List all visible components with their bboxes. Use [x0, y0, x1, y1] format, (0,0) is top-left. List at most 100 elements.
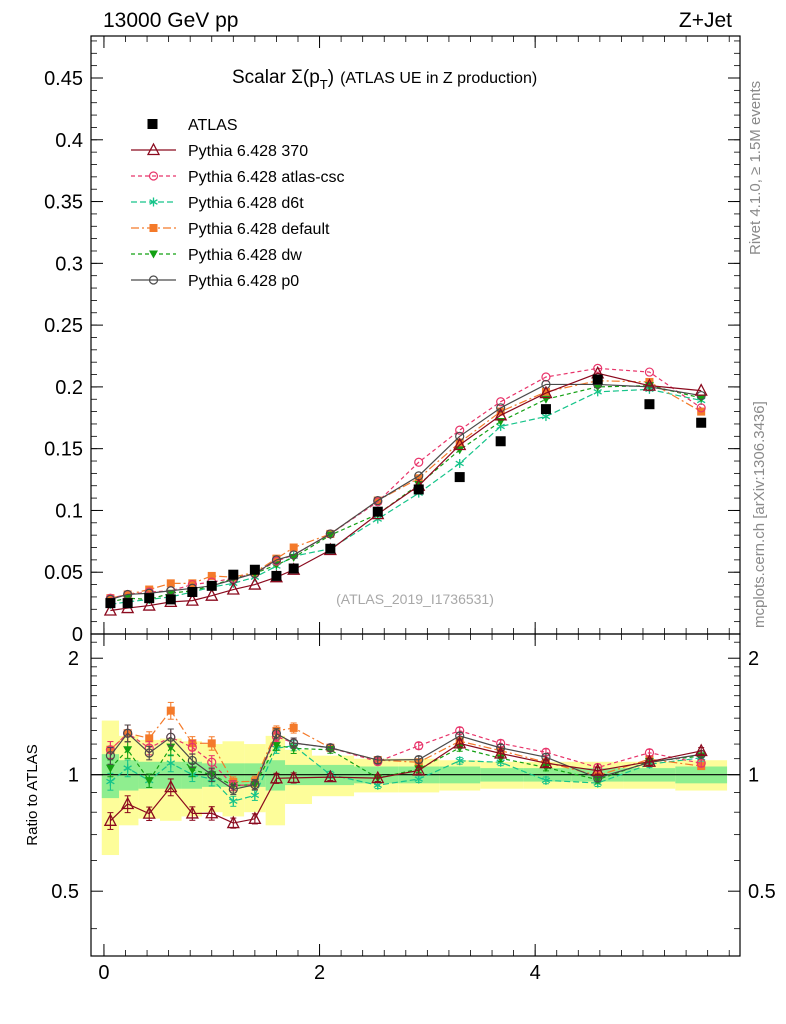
atlas-point-18 [696, 417, 707, 428]
series-1-point-12 [414, 457, 424, 467]
series-1 [105, 363, 706, 792]
series-2-ratio-point-7-stroke [250, 792, 260, 799]
series-5-ratio-point-4 [187, 755, 197, 766]
series-2-ratio-point-6-stroke [229, 798, 238, 805]
series-3-main-line [110, 380, 702, 599]
legend-label-atlas: ATLAS [188, 117, 238, 134]
series-3-ratio-point-2 [145, 734, 154, 743]
ratio-ytick-label-right-2: 2 [748, 648, 759, 670]
series-3-point-3 [166, 579, 175, 588]
legend-marker-atlas [147, 119, 158, 129]
series-1-point-13 [455, 425, 465, 435]
series-2-point-13 [455, 458, 464, 468]
header-left: 13000 GeV pp [103, 9, 238, 32]
series-2-ratio-point-11-stroke [373, 782, 383, 789]
series-2-ratio-point-6 [229, 796, 238, 806]
series-1-ratio-point-4 [187, 742, 197, 752]
series-2-ratio-point-15 [541, 775, 551, 785]
series-0-ratio-point-17 [642, 754, 657, 767]
series-0-ratio-point-5 [205, 805, 219, 819]
series-0-point-14 [494, 407, 508, 421]
legend-label-4: Pythia 6.428 dw [188, 247, 302, 264]
series-2-ratio-point-1-stroke [123, 765, 132, 771]
main-ytick-label-4: 0.2 [55, 377, 83, 399]
xtick-label-0: 0 [98, 962, 109, 984]
series-5-ratio-point-0 [105, 751, 116, 761]
header-right: Z+Jet [679, 9, 732, 32]
xtick-label-2: 4 [530, 962, 541, 984]
title-close: ) [328, 67, 334, 88]
atlas-point-11 [372, 506, 383, 517]
series-0-ratio-point-16 [591, 763, 605, 776]
main-ytick-label-3: 0.15 [44, 439, 83, 461]
series-4-ratio-point-0 [105, 764, 115, 773]
series-2-ratio-point-7 [250, 790, 260, 800]
atlas-point-6 [228, 569, 239, 580]
legend-label-2: Pythia 6.428 d6t [188, 195, 304, 212]
series-2-point-16-stroke [593, 389, 602, 395]
series-5-ratio-point-2 [144, 748, 154, 758]
series-3-ratio-point-5 [207, 739, 216, 748]
ratio-ylabel: Ratio to ATLAS [24, 744, 41, 845]
series-4-ratio-point-2 [144, 777, 154, 786]
series-0-point-2 [142, 598, 156, 611]
series-1-ratio-point-12 [414, 741, 424, 751]
series-3-point-5 [207, 571, 216, 580]
series-3-point-9 [289, 543, 298, 552]
series-3-point-15 [541, 387, 550, 396]
series-5-ratio-point-7 [250, 780, 260, 790]
atlas-point-7 [249, 564, 260, 575]
series-0-ratio-point-12 [412, 763, 426, 776]
series-3-ratio-point-9 [289, 723, 298, 732]
series-4-main-line [110, 385, 702, 603]
series-5-ratio-point-10 [325, 743, 335, 753]
series-3 [106, 376, 706, 788]
legend-marker-4 [149, 250, 158, 259]
series-0-ratio-point-2 [142, 806, 156, 819]
series-0-point-13 [453, 437, 467, 451]
series-1-point-17 [644, 367, 655, 377]
series-0-point-17 [642, 378, 657, 391]
series-0-ratio-point-0 [103, 813, 117, 826]
series-5-ratio-point-8 [271, 729, 282, 739]
atlas-point-1 [122, 598, 133, 609]
main-ytick-label-1: 0.05 [44, 562, 83, 584]
atlas-point-17 [644, 399, 655, 410]
series-5-ratio-point-5 [207, 770, 217, 780]
series-1-point-14 [496, 397, 506, 407]
series-5-ratio-point-1 [123, 728, 133, 738]
atlas-point-16 [592, 374, 603, 385]
series-5-point-8 [271, 555, 282, 565]
series-1-ratio-point-18 [696, 758, 706, 768]
legend-marker-1 [148, 171, 159, 181]
series-2-ratio-point-12 [414, 774, 423, 784]
legend-marker-5 [148, 275, 159, 285]
series-2-ratio-point-15-stroke [541, 777, 551, 784]
series-4-point-16 [593, 383, 603, 392]
main-ytick-label-5: 0.25 [44, 315, 83, 337]
series-4-ratio-point-1 [123, 746, 133, 755]
series-5-ratio-point-11 [373, 755, 383, 765]
series-0-ratio-point-4 [185, 806, 199, 819]
series-0-ratio-point-8 [269, 770, 284, 784]
series-4-point-13 [455, 446, 465, 455]
series-2-ratio-point-12-stroke [414, 776, 423, 782]
series-0-point-4 [185, 593, 199, 606]
legend-label-5: Pythia 6.428 p0 [188, 273, 299, 290]
atlas-point-3 [165, 594, 176, 605]
mc-series [103, 363, 708, 830]
mcplots-label: mcplots.cern.ch [arXiv:1306.3436] [751, 401, 768, 628]
series-2-main-line [110, 388, 702, 605]
series-0-ratio-point-3 [164, 779, 178, 793]
atlas-point-15 [540, 404, 551, 415]
series-5-point-10 [325, 529, 335, 539]
atlas-point-0 [105, 598, 116, 609]
series-4-point-18 [696, 394, 706, 403]
series-5-point-14 [496, 403, 506, 413]
series-0-ratio-point-11 [371, 770, 385, 784]
series-0-ratio-point-7 [248, 811, 262, 824]
series-0-ratio-point-10 [323, 769, 337, 783]
series-0-ratio-point-9 [287, 770, 301, 784]
series-2-ratio-point-0 [106, 777, 115, 787]
series-0-ratio-point-18 [694, 743, 708, 757]
